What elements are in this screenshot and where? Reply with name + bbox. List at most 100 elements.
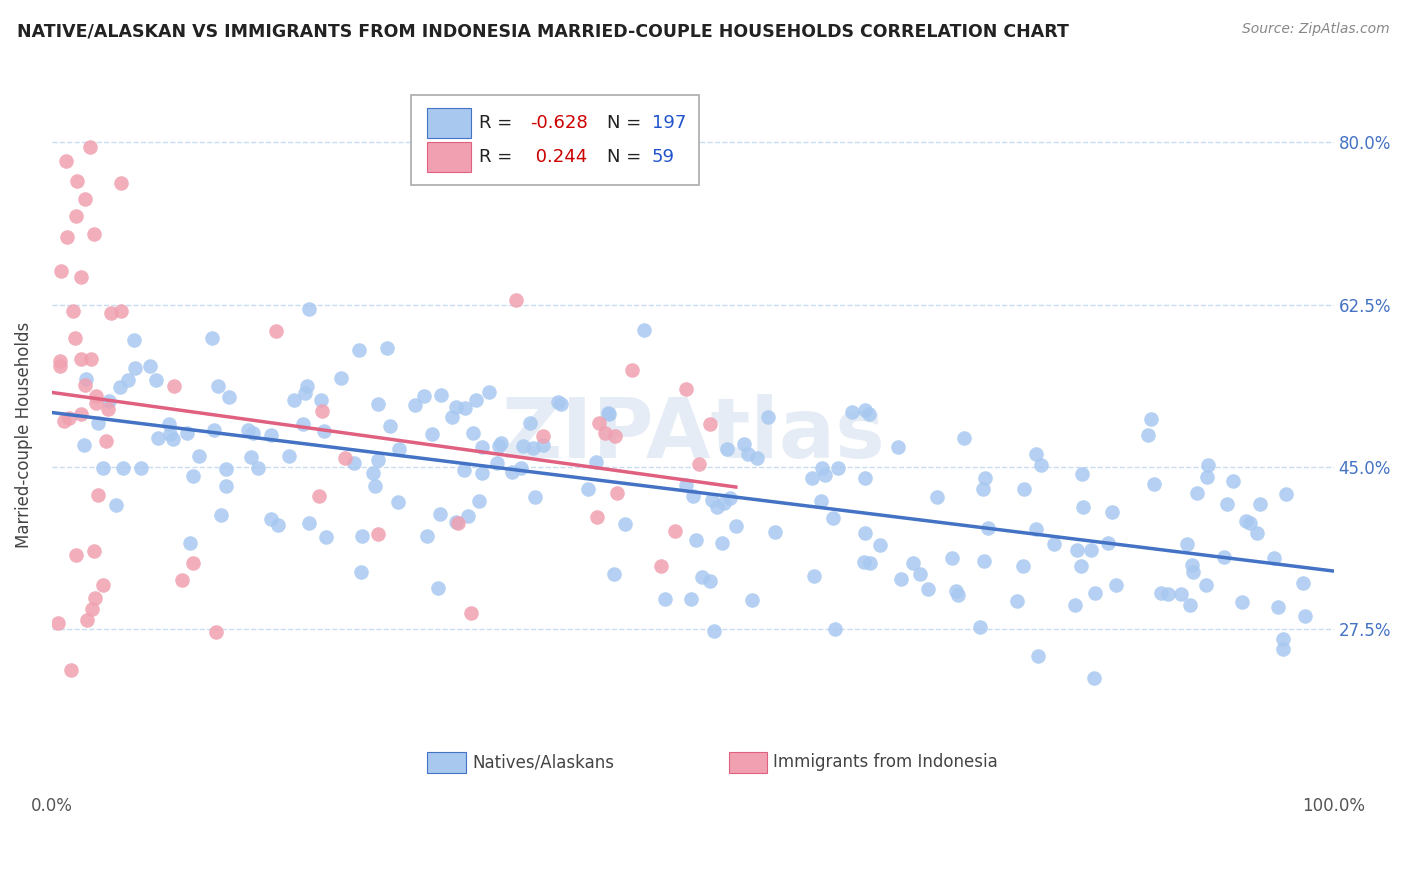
Point [202, 423, 225, 437]
Point [585, 455, 607, 469]
Point [159, 427, 181, 442]
Point [82, 602, 104, 616]
Point [576, 482, 599, 496]
Point [973, 471, 995, 485]
Point [377, 341, 399, 355]
Point [593, 425, 616, 440]
Point [65, 209, 87, 223]
Point [853, 471, 876, 485]
Point [1216, 497, 1239, 511]
Point [621, 363, 644, 377]
Point [586, 510, 609, 524]
Point [83, 544, 105, 558]
Point [87, 488, 110, 502]
Point [613, 516, 636, 531]
Point [122, 334, 145, 348]
Point [215, 479, 238, 493]
Point [100, 305, 122, 319]
Point [91, 461, 114, 475]
Point [453, 463, 475, 477]
Point [367, 453, 389, 467]
Point [814, 468, 837, 483]
Point [55, 154, 77, 169]
Point [110, 304, 132, 318]
Point [1212, 550, 1234, 565]
Point [858, 407, 880, 421]
Point [62, 303, 84, 318]
Point [1294, 609, 1316, 624]
Point [1185, 485, 1208, 500]
Point [1234, 514, 1257, 528]
Point [46, 615, 69, 630]
Point [598, 406, 620, 420]
Point [471, 440, 494, 454]
Point [702, 493, 724, 508]
Point [200, 331, 222, 345]
Point [852, 555, 875, 569]
Point [706, 500, 728, 515]
Point [803, 569, 825, 583]
Point [215, 461, 238, 475]
Point [824, 622, 846, 636]
Point [205, 625, 228, 640]
Point [75, 372, 97, 386]
Point [98, 393, 121, 408]
Point [853, 402, 876, 417]
Point [1042, 537, 1064, 551]
Text: R =: R = [478, 114, 517, 132]
Point [176, 425, 198, 440]
Point [953, 431, 976, 445]
Point [49, 354, 72, 368]
Point [1267, 600, 1289, 615]
Point [264, 325, 287, 339]
Point [501, 465, 523, 479]
Point [972, 482, 994, 496]
Point [681, 591, 703, 606]
Point [908, 567, 931, 582]
Point [70, 351, 93, 366]
Point [159, 417, 181, 431]
Point [308, 489, 330, 503]
Point [741, 593, 763, 607]
Point [260, 512, 283, 526]
Point [1175, 536, 1198, 550]
Point [1139, 412, 1161, 426]
Point [664, 524, 686, 538]
Point [447, 516, 470, 531]
Point [531, 429, 554, 443]
Point [699, 417, 721, 432]
Point [364, 479, 387, 493]
Point [367, 396, 389, 410]
Text: Source: ZipAtlas.com: Source: ZipAtlas.com [1241, 22, 1389, 37]
Point [1031, 458, 1053, 472]
Point [747, 450, 769, 465]
Point [138, 359, 160, 373]
Point [350, 565, 373, 579]
FancyBboxPatch shape [427, 108, 471, 138]
Point [73, 192, 96, 206]
Point [685, 533, 707, 548]
Point [1222, 474, 1244, 488]
Point [1195, 470, 1218, 484]
Point [73, 438, 96, 452]
Point [294, 386, 316, 401]
Point [510, 461, 533, 475]
Point [478, 385, 501, 400]
Point [688, 458, 710, 472]
Point [1292, 575, 1315, 590]
Point [468, 494, 491, 508]
Point [179, 535, 201, 549]
Point [66, 174, 89, 188]
Point [460, 606, 482, 620]
Text: NATIVE/ALASKAN VS IMMIGRANTS FROM INDONESIA MARRIED-COUPLE HOUSEHOLDS CORRELATIO: NATIVE/ALASKAN VS IMMIGRANTS FROM INDONE… [17, 22, 1069, 40]
Point [330, 371, 353, 385]
Point [603, 566, 626, 581]
Point [148, 431, 170, 445]
Point [461, 426, 484, 441]
Point [917, 582, 939, 597]
Text: N =: N = [607, 114, 647, 132]
Point [65, 331, 87, 345]
Point [97, 402, 120, 417]
Point [412, 389, 434, 403]
Point [1101, 505, 1123, 519]
